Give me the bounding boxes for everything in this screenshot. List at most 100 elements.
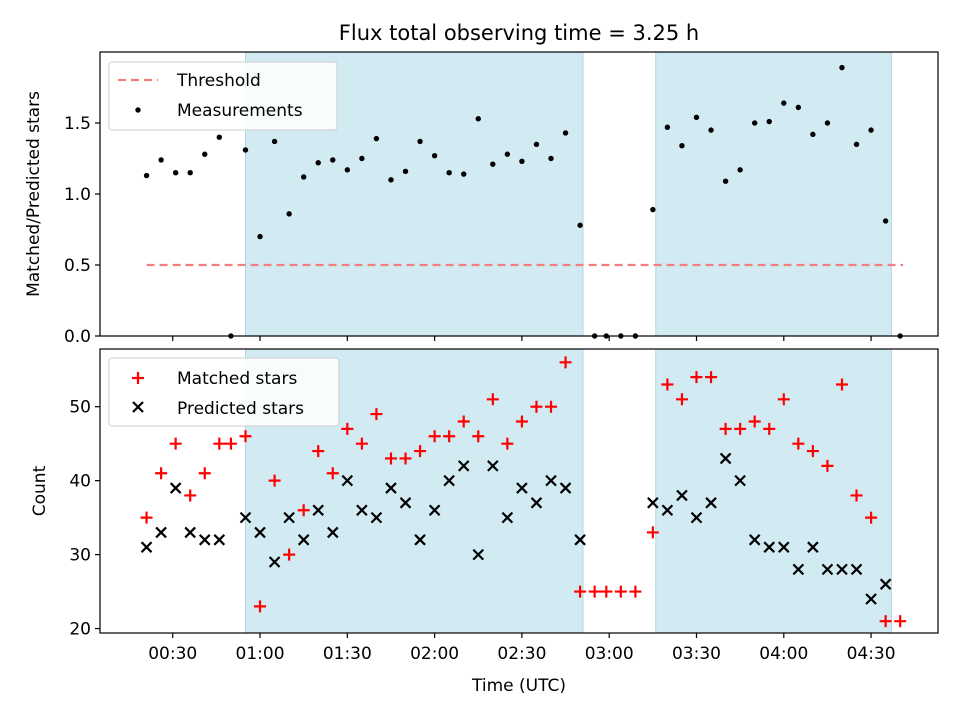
bottom-legend-box [108,357,340,427]
y-tick-label: 0.0 [64,327,91,347]
matched-point [355,437,368,450]
x-tick-label: 03:30 [672,644,721,664]
bottom-x-axis: 00:30 01:00 01:30 02:00 02:30 03:00 03:30 04:00… [148,633,896,664]
matched-point [443,430,456,443]
measurement-point [650,206,656,213]
legend-predicted-swatch [132,401,144,413]
top-shading [244,51,892,337]
measurement-point [533,141,540,147]
matched-point [501,437,514,450]
predicted-point [283,511,295,524]
measurement-point [187,170,193,176]
matched-point [341,422,354,435]
measurement-point [766,118,772,125]
predicted-point [198,534,211,546]
matched-point [821,459,834,472]
matched-point [297,504,310,517]
predicted-point [254,526,266,539]
predicted-point [370,511,383,524]
matched-point [224,437,237,450]
matched-point [515,415,528,428]
matched-point [748,415,761,428]
predicted-point [385,482,397,494]
predicted-point [661,504,674,517]
matched-point [486,393,499,406]
measurement-point [577,222,583,228]
matched-point [600,585,613,598]
predicted-point [457,460,470,472]
measurement-point [708,127,714,133]
measurement-point [172,170,179,176]
predicted-point [690,511,703,524]
matched-point [588,585,601,598]
top-panel: 0.0 0.5 1.0 1.5 Matched/Predicted stars Thr… [24,51,939,347]
matched-point [545,400,558,413]
y-tick-label: 20 [69,620,91,640]
matched-point [559,356,572,369]
matched-point [155,467,168,480]
predicted-point [530,497,543,509]
predicted-point [155,526,167,539]
top-y-axis-label: Matched/Predicted stars [24,91,44,297]
matched-point [414,445,427,458]
predicted-point [763,541,776,553]
top-x-ticks [172,336,872,341]
measurement-point [158,157,164,163]
measurement-point [853,141,860,147]
measurement-point [417,138,423,145]
predicted-point [676,489,688,502]
top-legend: Threshold Measurements [108,61,338,131]
predicted-point [807,541,819,553]
measurement-point [446,170,452,176]
matched-point [705,371,718,384]
y-tick-label: 1.0 [64,185,91,205]
predicted-point [239,511,252,524]
measurement-point [679,143,685,149]
matched-point [719,422,732,435]
legend-matched-swatch [132,372,144,384]
matched-point [850,489,863,502]
predicted-point [428,504,441,517]
chart-title: Flux total observing time = 3.25 h [339,21,699,45]
measurement-point [286,211,292,217]
legend-measurements-label: Measurements [177,101,303,121]
measurement-point [388,177,394,183]
measurement-point [242,147,249,153]
predicted-point [356,504,368,517]
matched-point [777,393,790,406]
predicted-point [169,482,182,494]
matched-point [690,371,703,384]
legend-measurement-swatch [135,107,141,113]
measurement-point [722,178,729,184]
measurement-point [868,127,874,133]
y-tick-label: 40 [69,472,91,492]
predicted-point [836,563,848,576]
measurement-point [431,152,438,159]
predicted-point [748,534,761,546]
bottom-y-axis: 20 30 40 50 [69,398,100,640]
predicted-point [850,563,863,576]
predicted-point [443,474,455,487]
measurement-point [795,104,802,111]
predicted-point [545,474,557,487]
predicted-point [865,593,877,605]
y-tick-label: 0.5 [64,256,91,276]
predicted-point [472,548,485,561]
predicted-point [213,534,226,546]
measurement-point [504,151,511,157]
measurement-point [373,135,380,142]
bottom-y-axis-label: Count [30,465,50,516]
matched-point [213,437,226,450]
predicted-point [879,578,892,590]
measurement-point [737,167,743,173]
y-tick-label: 50 [69,398,91,418]
measurement-point [490,161,496,167]
predicted-point [821,563,834,576]
matched-point [614,585,627,598]
x-tick-label: 02:30 [497,644,546,664]
measurement-point [693,114,700,121]
legend-threshold-label: Threshold [176,71,261,91]
matched-point [835,378,848,391]
